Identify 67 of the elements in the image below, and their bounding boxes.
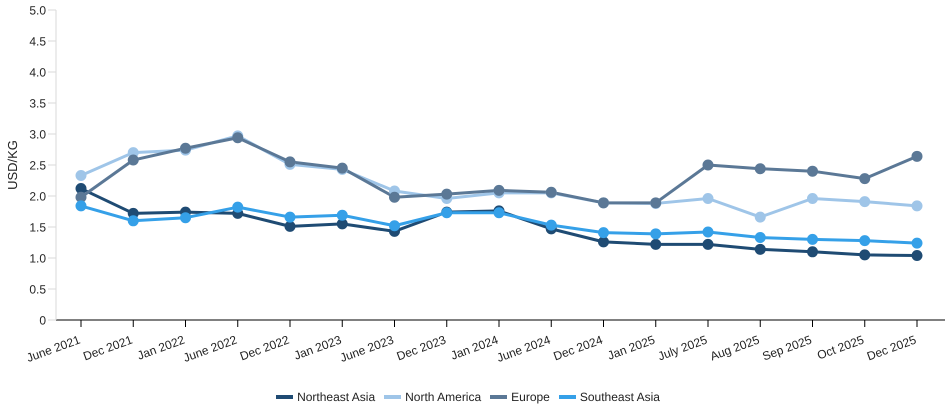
y-tick-label: 4.5 — [29, 34, 46, 48]
x-tick-label: July 2025 — [656, 332, 710, 364]
legend-label: Europe — [511, 390, 550, 404]
x-tick-label: Dec 2025 — [864, 332, 918, 364]
point — [76, 183, 86, 194]
point — [754, 244, 766, 255]
x-tick-label: Jan 2025 — [606, 332, 658, 363]
point — [336, 210, 348, 221]
point — [702, 192, 714, 204]
point — [598, 236, 609, 248]
y-axis-title: USD/KG — [4, 140, 20, 190]
point — [180, 212, 191, 224]
y-tick-label: 0.5 — [29, 282, 46, 296]
point — [389, 192, 400, 203]
point — [702, 238, 714, 250]
point — [859, 249, 870, 260]
point — [232, 202, 244, 213]
point — [807, 192, 818, 204]
point — [284, 212, 296, 223]
point — [859, 235, 870, 246]
point — [912, 238, 922, 249]
x-tick-label: Dec 2023 — [394, 332, 448, 364]
y-tick-label: 1.5 — [29, 220, 46, 234]
x-tick-label: Dec 2024 — [551, 332, 605, 364]
x-tick-label: Dec 2022 — [238, 332, 292, 364]
point — [702, 226, 714, 238]
point — [702, 160, 714, 170]
x-tick-label: Aug 2025 — [708, 332, 762, 364]
x-tick-label: Oct 2025 — [815, 332, 866, 362]
legend-label: Northeast Asia — [297, 390, 376, 404]
point — [441, 188, 452, 200]
y-tick-label: 1.0 — [29, 251, 46, 266]
legend-label: Southeast Asia — [580, 390, 660, 404]
point — [859, 173, 870, 184]
point — [389, 220, 400, 232]
point — [754, 163, 766, 174]
point — [546, 220, 557, 231]
point — [912, 250, 922, 262]
point — [807, 166, 818, 177]
point — [807, 234, 818, 245]
y-tick-label: 3.0 — [29, 127, 46, 142]
point — [650, 228, 662, 240]
y-tick-label: 2.0 — [29, 189, 46, 204]
point — [754, 232, 766, 244]
point — [284, 156, 296, 168]
point — [128, 215, 139, 226]
y-tick-label: 3.5 — [29, 96, 46, 110]
y-tick-label: 4.0 — [29, 65, 46, 80]
y-tick-label: 5.0 — [29, 3, 46, 18]
x-tick-label: Dec 2021 — [81, 332, 135, 364]
point — [912, 150, 922, 162]
y-tick-label: 2.5 — [29, 158, 46, 172]
point — [494, 184, 504, 196]
point — [76, 170, 86, 182]
point — [128, 154, 139, 166]
point — [76, 200, 86, 212]
point — [807, 246, 818, 258]
point — [754, 212, 766, 223]
y-tick-label: 0 — [39, 313, 46, 328]
point — [859, 196, 870, 208]
point — [912, 200, 922, 212]
point — [650, 238, 662, 250]
x-tick-label: June 2021 — [24, 332, 82, 365]
point — [598, 227, 609, 238]
x-tick-label: Sep 2025 — [760, 332, 814, 364]
point — [284, 220, 296, 232]
legend-label: North America — [405, 390, 482, 404]
